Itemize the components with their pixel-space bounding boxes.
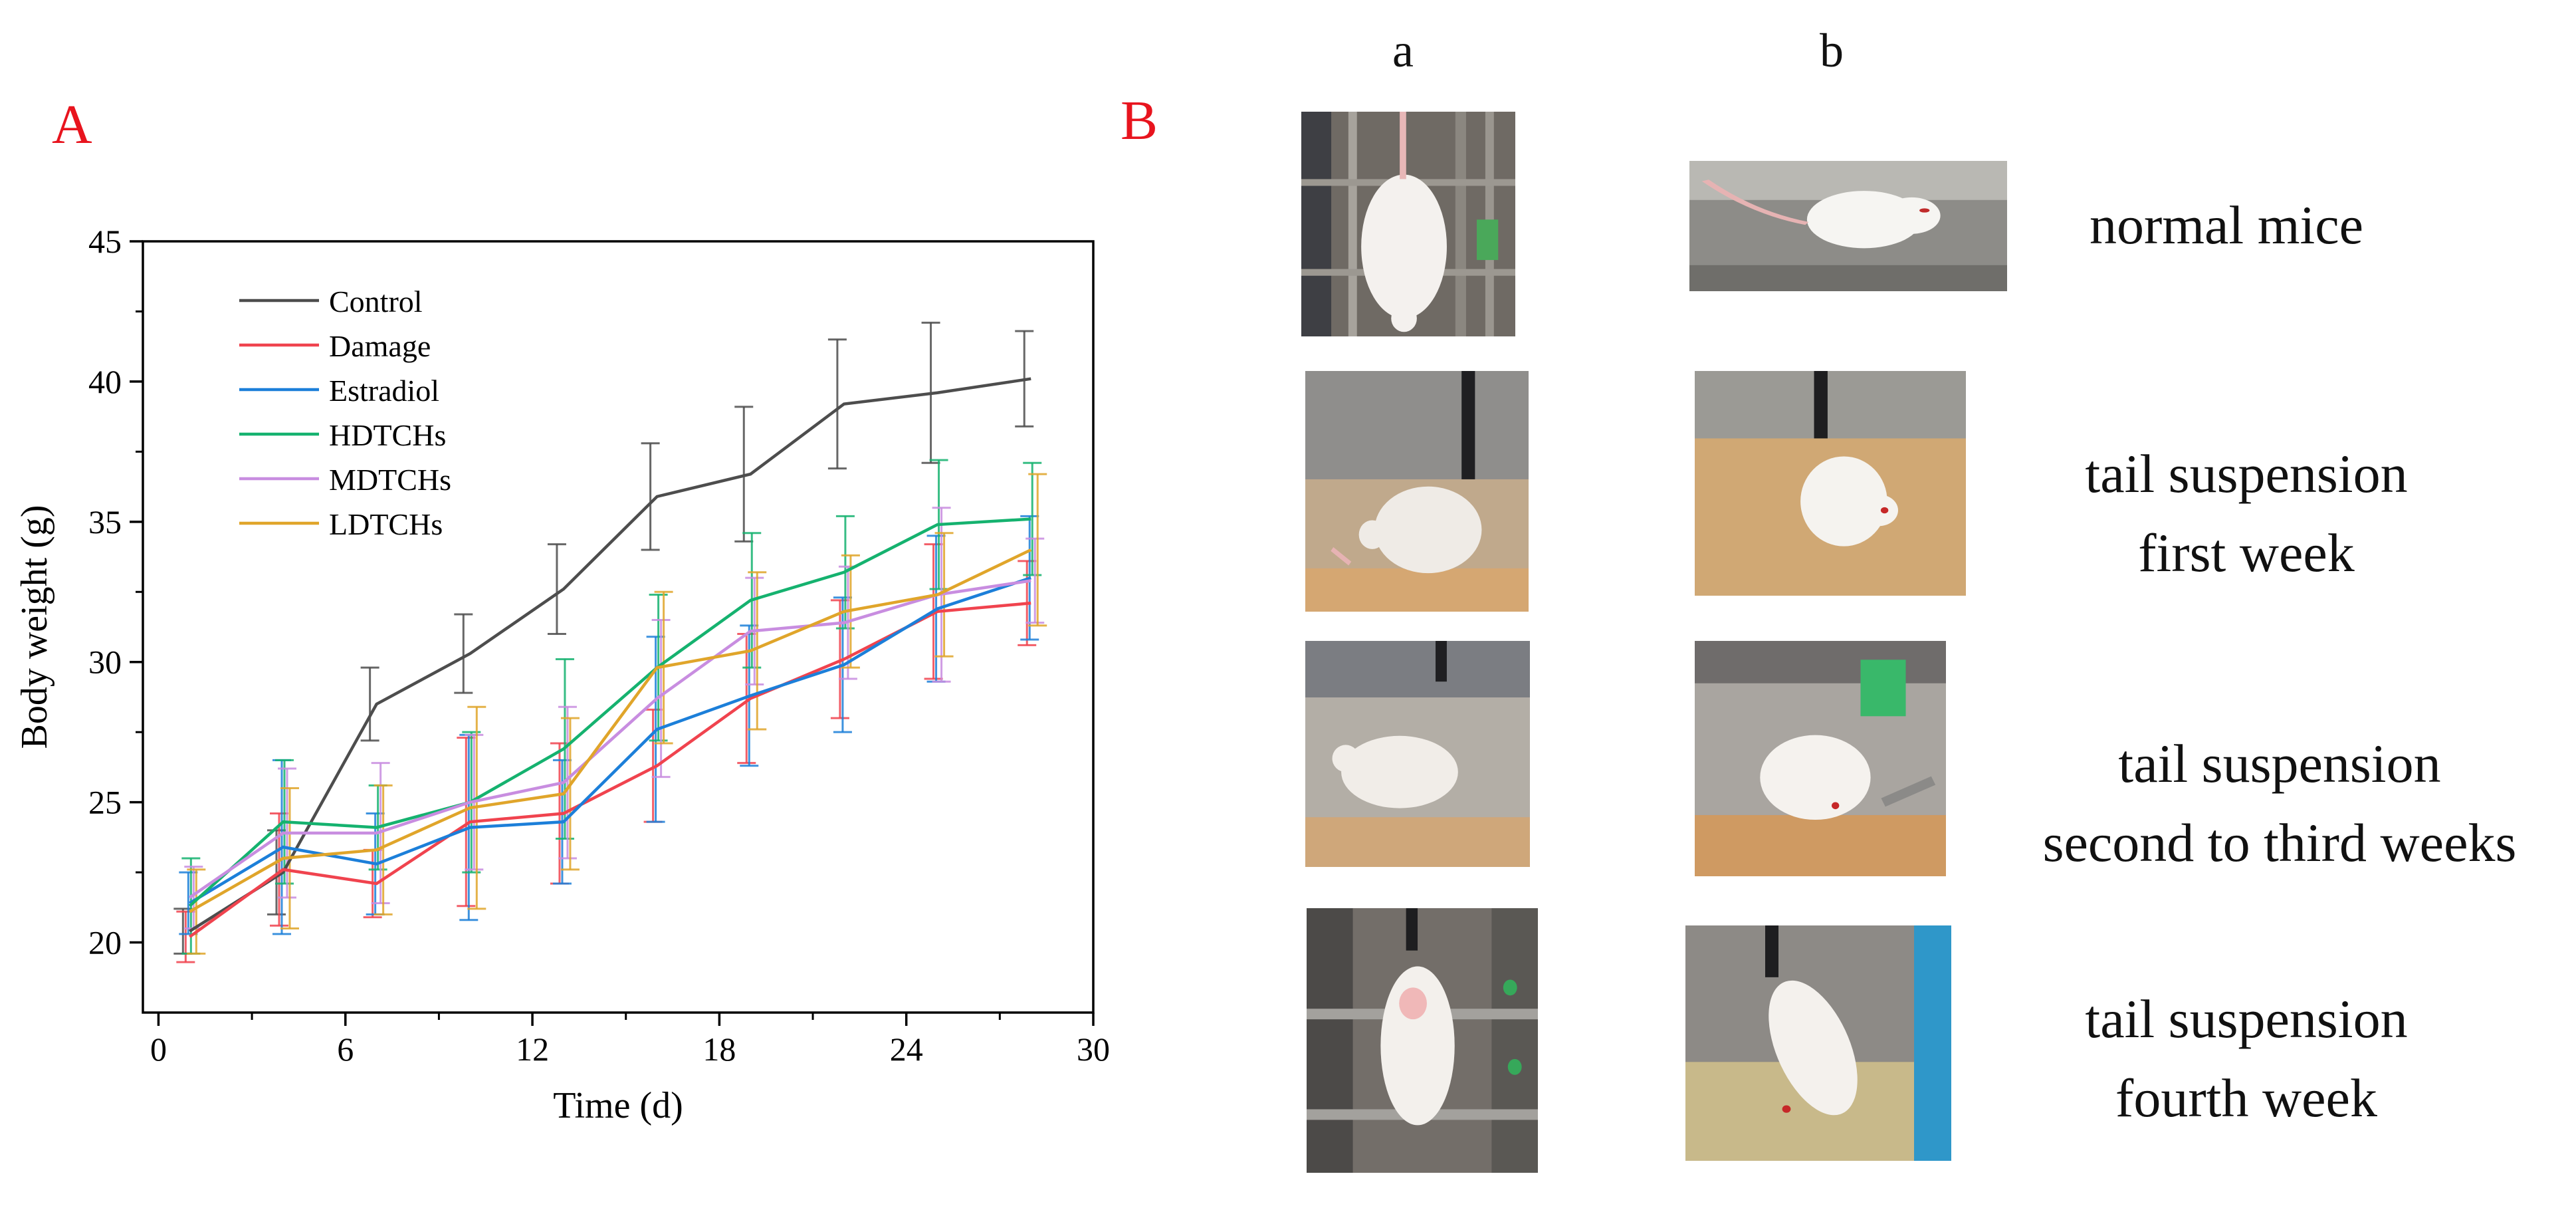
photo-tail-suspension-week1-a xyxy=(1305,371,1529,612)
y-tick-label: 25 xyxy=(88,784,122,821)
series-line-ldtchs xyxy=(189,548,1032,913)
series-line-mdtchs xyxy=(189,579,1031,899)
y-axis-label: Body weight (g) xyxy=(14,505,55,749)
row-label-second-to-third-weeks: tail suspension second to third weeks xyxy=(1987,725,2572,883)
body-weight-line-chart: 0 6 12 18 24 30 20 25 30 35 40 45 Time (d) Body weigh… xyxy=(14,223,1110,1126)
legend-label: LDTCHs xyxy=(329,507,443,541)
y-tick-label: 45 xyxy=(88,223,122,260)
plot-frame xyxy=(142,240,1095,1014)
y-tick-label: 20 xyxy=(88,924,122,961)
photo-tail-suspension-week1-b xyxy=(1695,371,1966,596)
y-tick-label: 40 xyxy=(88,363,122,400)
row-label-line: tail suspension xyxy=(2118,733,2441,794)
column-label-b: b xyxy=(1820,24,1844,77)
x-tick-label: 24 xyxy=(890,1031,923,1068)
photo-normal-mouse-hanging xyxy=(1301,112,1515,336)
row-label-normal-mice: normal mice xyxy=(1994,186,2459,265)
photo-tail-suspension-week4-b xyxy=(1685,925,1951,1161)
panel-a-letter: A xyxy=(52,94,92,156)
x-tick-label: 18 xyxy=(702,1031,736,1068)
legend-label: Control xyxy=(329,285,423,318)
row-label-fourth-week: tail suspension fourth week xyxy=(2014,980,2479,1138)
photo-tail-suspension-week4-a xyxy=(1307,908,1538,1173)
row-label-first-week: tail suspension first week xyxy=(2014,435,2479,593)
row-label-line: first week xyxy=(2138,522,2355,583)
legend-label: Estradiol xyxy=(329,374,439,408)
series-line-hdtchs xyxy=(188,517,1031,908)
series-line-control xyxy=(189,377,1031,933)
row-label-line: tail suspension xyxy=(2085,443,2408,504)
photo-tail-suspension-week2-3-b xyxy=(1695,641,1946,876)
legend-label: MDTCHs xyxy=(329,463,451,497)
row-label-line: fourth week xyxy=(2115,1067,2377,1128)
legend-label: Damage xyxy=(329,329,431,363)
row-label-line: tail suspension xyxy=(2085,989,2408,1049)
row-label-line: second to third weeks xyxy=(2042,812,2517,873)
y-tick-label: 35 xyxy=(88,503,122,541)
x-tick-label: 12 xyxy=(516,1031,549,1068)
x-tick-label: 30 xyxy=(1077,1031,1110,1068)
x-axis-label: Time (d) xyxy=(553,1085,683,1126)
column-label-a: a xyxy=(1392,24,1414,77)
series-line-damage xyxy=(189,601,1031,938)
photo-normal-mouse-standing xyxy=(1689,161,2007,291)
panel-b-letter: B xyxy=(1121,90,1158,152)
legend-label: HDTCHs xyxy=(329,418,446,452)
photo-tail-suspension-week2-3-a xyxy=(1305,641,1530,867)
y-tick-label: 30 xyxy=(88,644,122,681)
x-tick-label: 0 xyxy=(150,1031,167,1068)
row-label-line: normal mice xyxy=(2089,195,2364,255)
x-tick-label: 6 xyxy=(337,1031,354,1068)
